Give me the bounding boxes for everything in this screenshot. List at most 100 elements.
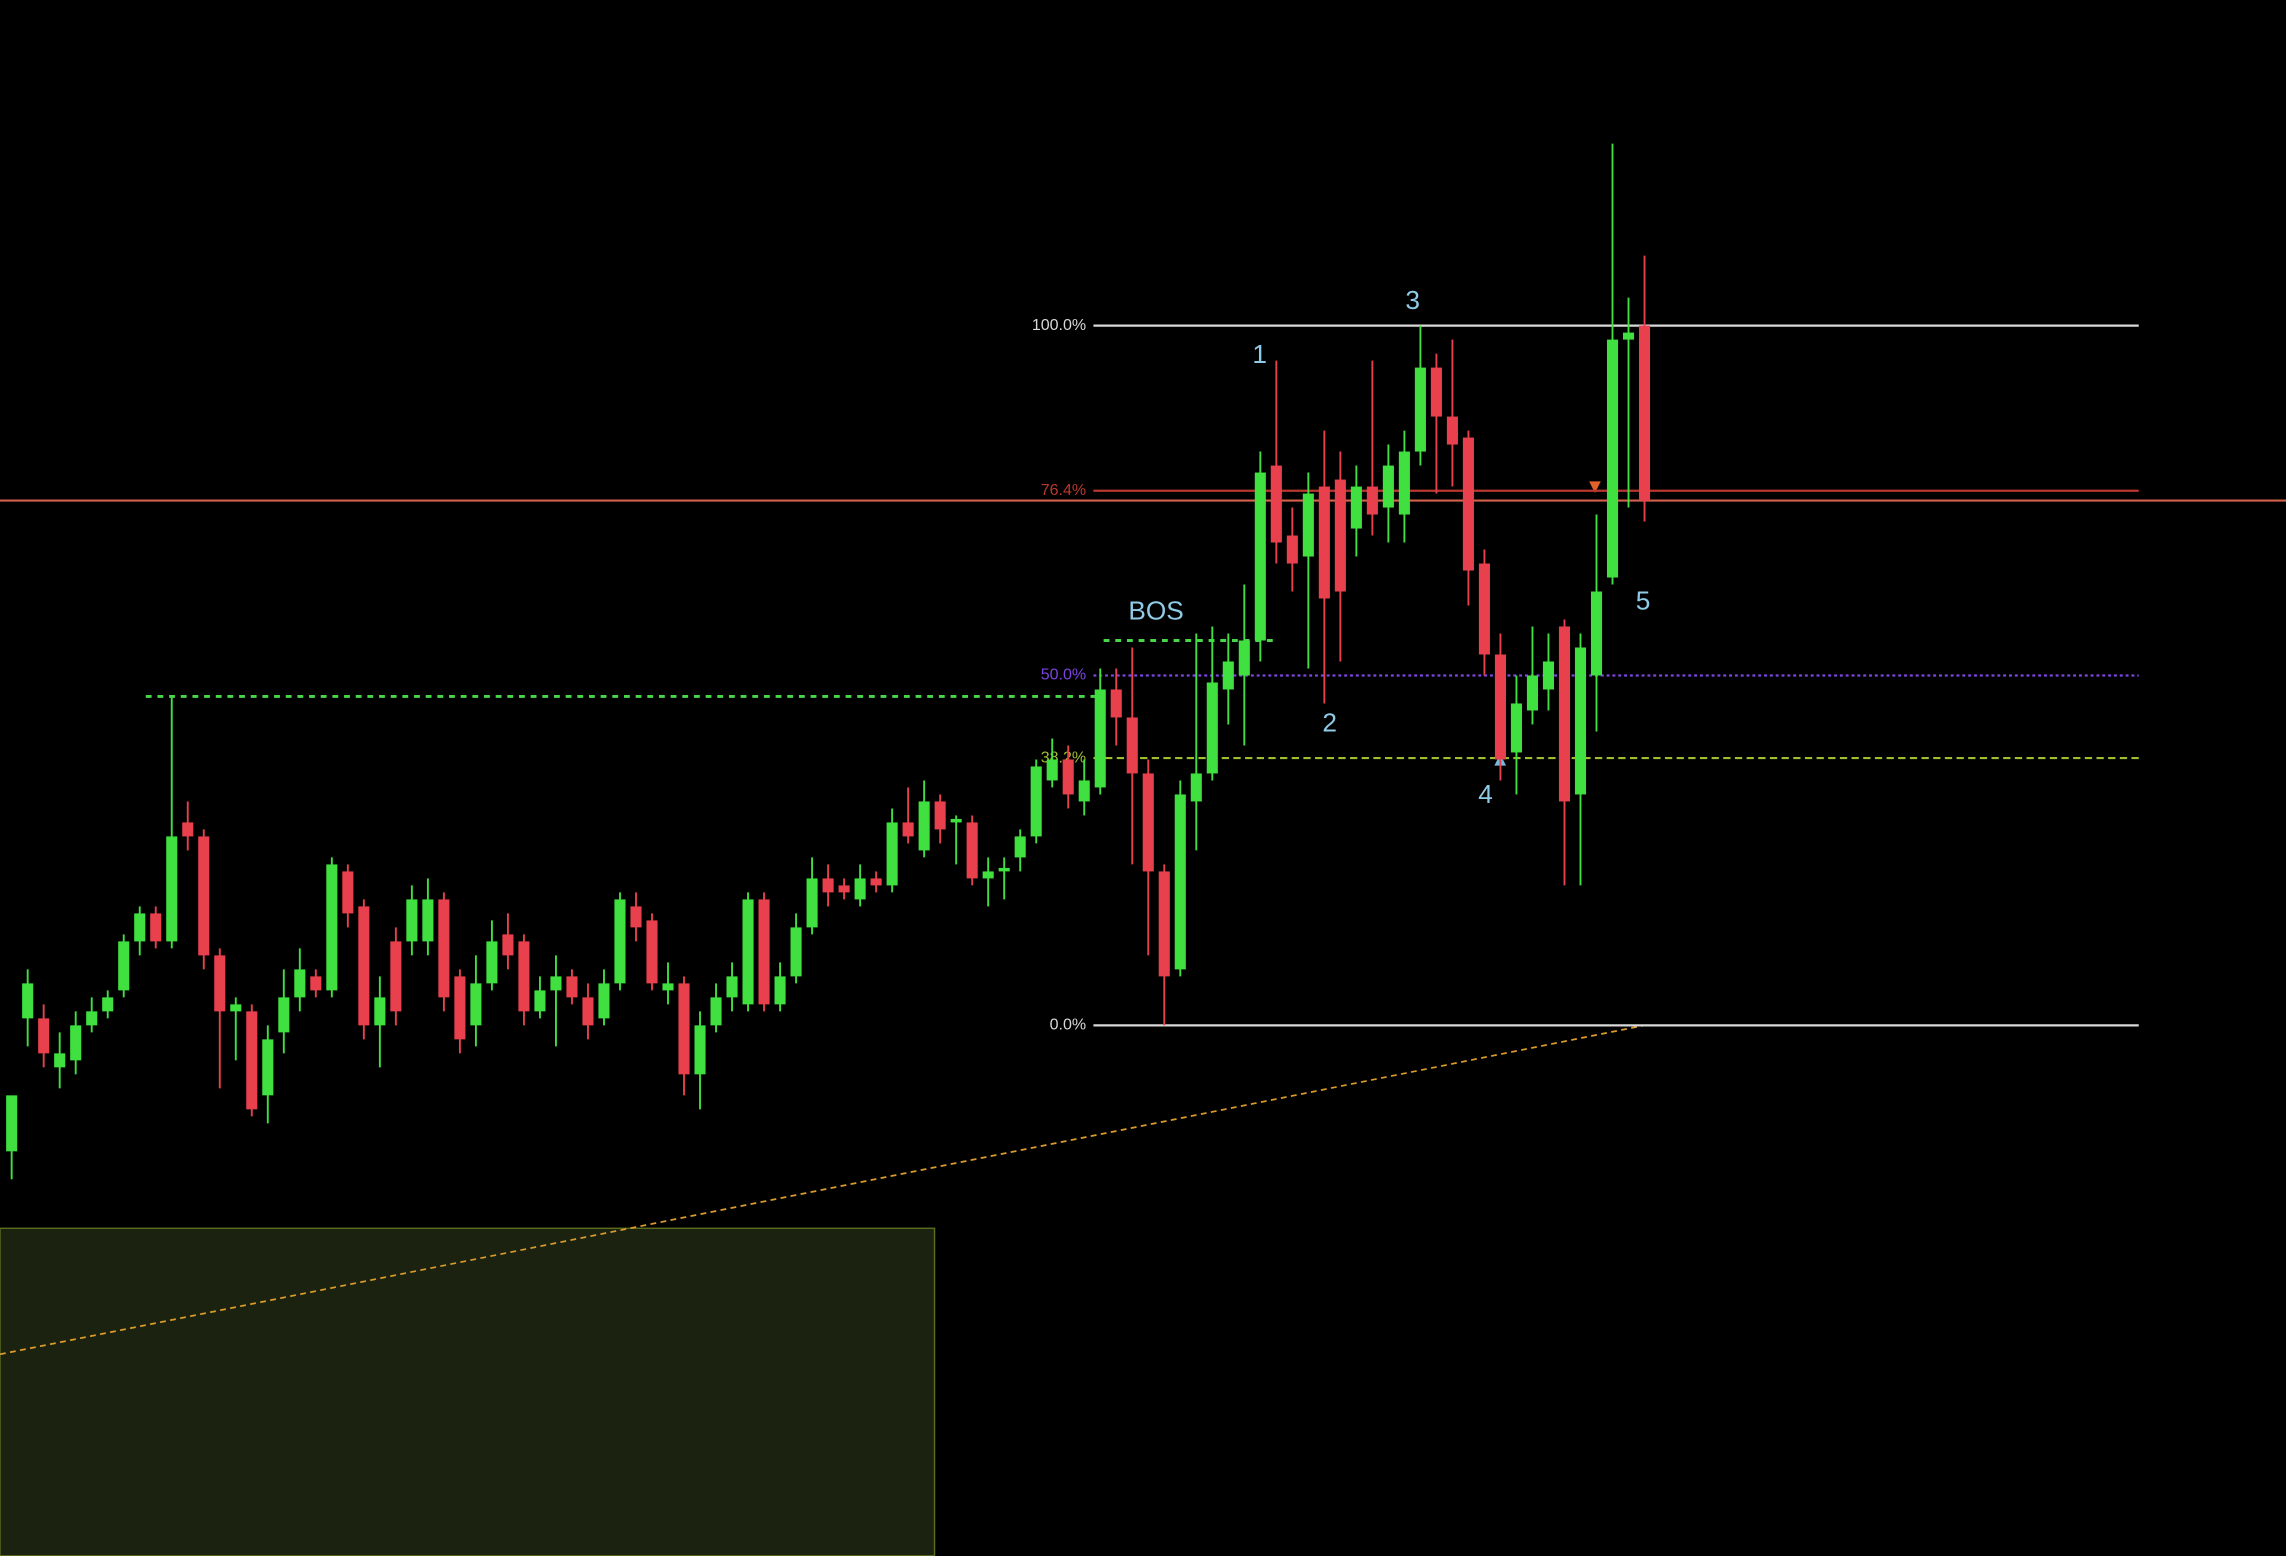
wave-label: 2: [1322, 708, 1337, 738]
candle-body: [1462, 437, 1474, 571]
fib-label: 100.0%: [1032, 316, 1086, 334]
candle-body: [630, 906, 642, 928]
candle-body: [150, 913, 162, 942]
fib-label: 76.4%: [1041, 481, 1086, 499]
candle-body: [614, 899, 626, 984]
candle-body: [294, 969, 306, 998]
wave-label: 1: [1252, 339, 1267, 369]
candle-body: [1398, 451, 1410, 515]
candle-body: [998, 867, 1010, 872]
candle-body: [1606, 339, 1619, 578]
candle-body: [70, 1025, 82, 1061]
candle-body: [710, 997, 722, 1026]
candle-body: [1446, 416, 1458, 445]
candle-body: [358, 906, 370, 1026]
candle-body: [454, 976, 466, 1040]
candle-body: [1126, 717, 1138, 774]
zone: [0, 1227, 936, 1556]
candle-body: [134, 913, 146, 942]
candle-body: [742, 899, 754, 1005]
wave-label: 4: [1478, 779, 1493, 809]
candle-body: [1142, 773, 1154, 872]
candle-body: [694, 1025, 706, 1075]
candle-body: [1094, 689, 1106, 788]
candle-body: [1478, 563, 1490, 655]
candle-body: [278, 997, 290, 1033]
candle-body: [902, 822, 914, 837]
candle-body: [342, 871, 354, 914]
candle-body: [326, 864, 338, 991]
candle-body: [566, 976, 578, 998]
fib-label: 50.0%: [1041, 666, 1086, 684]
candle-body: [1382, 465, 1394, 508]
candle-body: [726, 976, 738, 998]
candle-body: [822, 878, 834, 893]
candle-body: [534, 990, 546, 1012]
candle-body: [38, 1018, 50, 1054]
candle-body: [1510, 703, 1522, 753]
candle-body: [886, 822, 898, 886]
candle-body: [758, 899, 770, 1005]
candle-body: [1078, 780, 1090, 802]
candle-body: [1590, 591, 1603, 676]
candle-body: [230, 1004, 242, 1012]
wave-label: 3: [1405, 285, 1420, 315]
candle-body: [582, 997, 594, 1026]
candle-body: [374, 997, 386, 1026]
candle-body: [1158, 871, 1170, 977]
candle-body: [22, 983, 34, 1019]
candle-body: [470, 983, 482, 1026]
candle-body: [870, 878, 882, 886]
candle-body: [838, 885, 850, 893]
candle-body: [598, 983, 610, 1019]
candle-body: [646, 920, 658, 984]
candle-body: [1062, 759, 1074, 795]
candle-body: [438, 899, 450, 998]
candle-body: [1270, 465, 1282, 543]
candle-body: [1334, 479, 1346, 592]
candle-body: [1350, 486, 1362, 529]
candle-body: [502, 934, 514, 956]
candle-body: [422, 899, 434, 942]
candle-body: [54, 1053, 66, 1068]
candle-body: [1494, 654, 1506, 760]
candle-body: [118, 941, 130, 991]
candle-body: [1542, 661, 1555, 690]
candle-body: [1414, 367, 1426, 452]
fib-label: 0.0%: [1050, 1016, 1087, 1034]
candle-body: [86, 1011, 98, 1026]
candle-body: [678, 983, 690, 1075]
candle-body: [406, 899, 418, 942]
candle-body: [1238, 640, 1250, 676]
candle-body: [1558, 626, 1571, 802]
candle-body: [1430, 367, 1442, 417]
candle-body: [1014, 836, 1026, 858]
candle-body: [214, 955, 226, 1012]
candle-body: [550, 976, 562, 991]
candle-body: [1574, 647, 1587, 795]
candle-body: [518, 941, 530, 1012]
candle-body: [486, 941, 498, 984]
candle-body: [790, 927, 802, 977]
candle-body: [182, 822, 194, 837]
candle-body: [966, 822, 978, 879]
candle-body: [1222, 661, 1234, 690]
sell-arrow: [1589, 481, 1601, 493]
candle-body: [1254, 472, 1266, 641]
candle-body: [1622, 332, 1635, 340]
candle-body: [262, 1039, 274, 1096]
candle-body: [854, 878, 866, 900]
candle-body: [102, 997, 114, 1012]
candle-body: [1030, 766, 1042, 837]
candle-body: [1110, 689, 1122, 718]
candle-body: [1190, 773, 1202, 802]
candle-body: [1366, 486, 1378, 515]
candle-body: [918, 801, 930, 851]
candle-body: [1318, 486, 1330, 599]
candle-body: [390, 941, 402, 1012]
candle-body: [6, 1095, 18, 1152]
candle-body: [1302, 493, 1314, 557]
candle-body: [310, 976, 322, 991]
